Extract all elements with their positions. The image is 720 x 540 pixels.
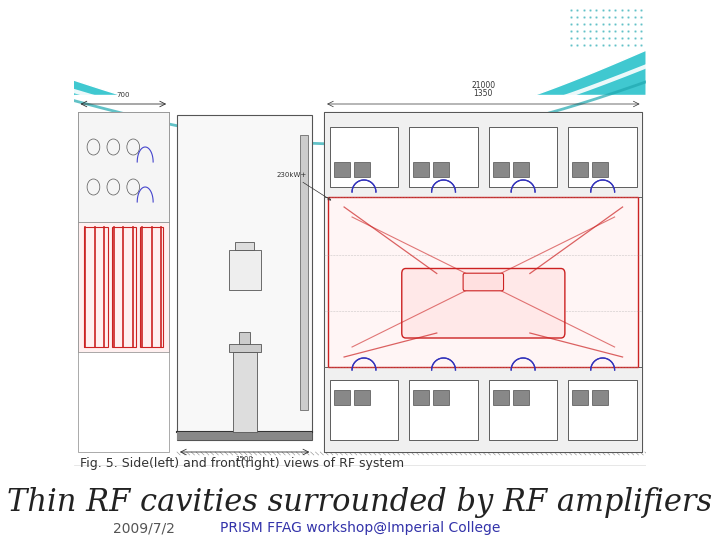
Text: 21000: 21000 xyxy=(472,81,495,90)
Text: 700: 700 xyxy=(117,92,130,98)
Polygon shape xyxy=(73,0,647,100)
Text: 230kW+: 230kW+ xyxy=(276,172,330,200)
Bar xyxy=(569,127,637,187)
Bar xyxy=(229,344,261,352)
Text: 1500: 1500 xyxy=(235,456,253,462)
Bar xyxy=(489,127,557,187)
Bar xyxy=(330,127,398,187)
Bar xyxy=(177,115,312,440)
Bar xyxy=(112,227,135,347)
Bar xyxy=(334,390,350,405)
Bar xyxy=(78,112,169,212)
Bar xyxy=(410,380,478,440)
Text: Thin RF cavities surrounded by RF amplifiers: Thin RF cavities surrounded by RF amplif… xyxy=(7,487,713,517)
Text: PRISM FFAG workshop@Imperial College: PRISM FFAG workshop@Imperial College xyxy=(220,521,500,535)
Bar xyxy=(235,242,254,250)
FancyBboxPatch shape xyxy=(402,268,565,338)
Bar xyxy=(593,162,608,177)
Bar xyxy=(239,332,250,344)
Bar xyxy=(513,390,528,405)
Bar xyxy=(493,162,509,177)
Bar xyxy=(324,112,642,452)
Polygon shape xyxy=(73,0,647,133)
Bar xyxy=(413,390,429,405)
Bar xyxy=(78,222,169,352)
Text: 1350: 1350 xyxy=(474,89,493,98)
FancyBboxPatch shape xyxy=(463,273,503,291)
Bar xyxy=(140,227,163,347)
Bar xyxy=(78,112,169,222)
Bar xyxy=(324,367,642,452)
Bar xyxy=(354,390,369,405)
Bar xyxy=(84,227,108,347)
Bar xyxy=(334,162,350,177)
Bar xyxy=(330,380,398,440)
Bar xyxy=(354,162,369,177)
Bar xyxy=(233,352,256,432)
Bar xyxy=(433,390,449,405)
Bar xyxy=(593,390,608,405)
Bar xyxy=(513,162,528,177)
Bar xyxy=(433,162,449,177)
Bar xyxy=(569,380,637,440)
Bar xyxy=(489,380,557,440)
Text: 2009/7/2: 2009/7/2 xyxy=(113,521,175,535)
Bar xyxy=(413,162,429,177)
Bar xyxy=(572,162,588,177)
Bar xyxy=(324,112,642,197)
Polygon shape xyxy=(73,95,647,540)
Bar xyxy=(410,127,478,187)
Bar xyxy=(572,390,588,405)
Bar xyxy=(300,135,308,410)
Bar xyxy=(493,390,509,405)
Bar xyxy=(229,250,261,290)
Bar xyxy=(177,432,312,440)
Text: Fig. 5. Side(left) and front(right) views of RF system: Fig. 5. Side(left) and front(right) view… xyxy=(80,457,404,470)
Bar xyxy=(78,112,169,452)
Bar xyxy=(328,197,639,367)
